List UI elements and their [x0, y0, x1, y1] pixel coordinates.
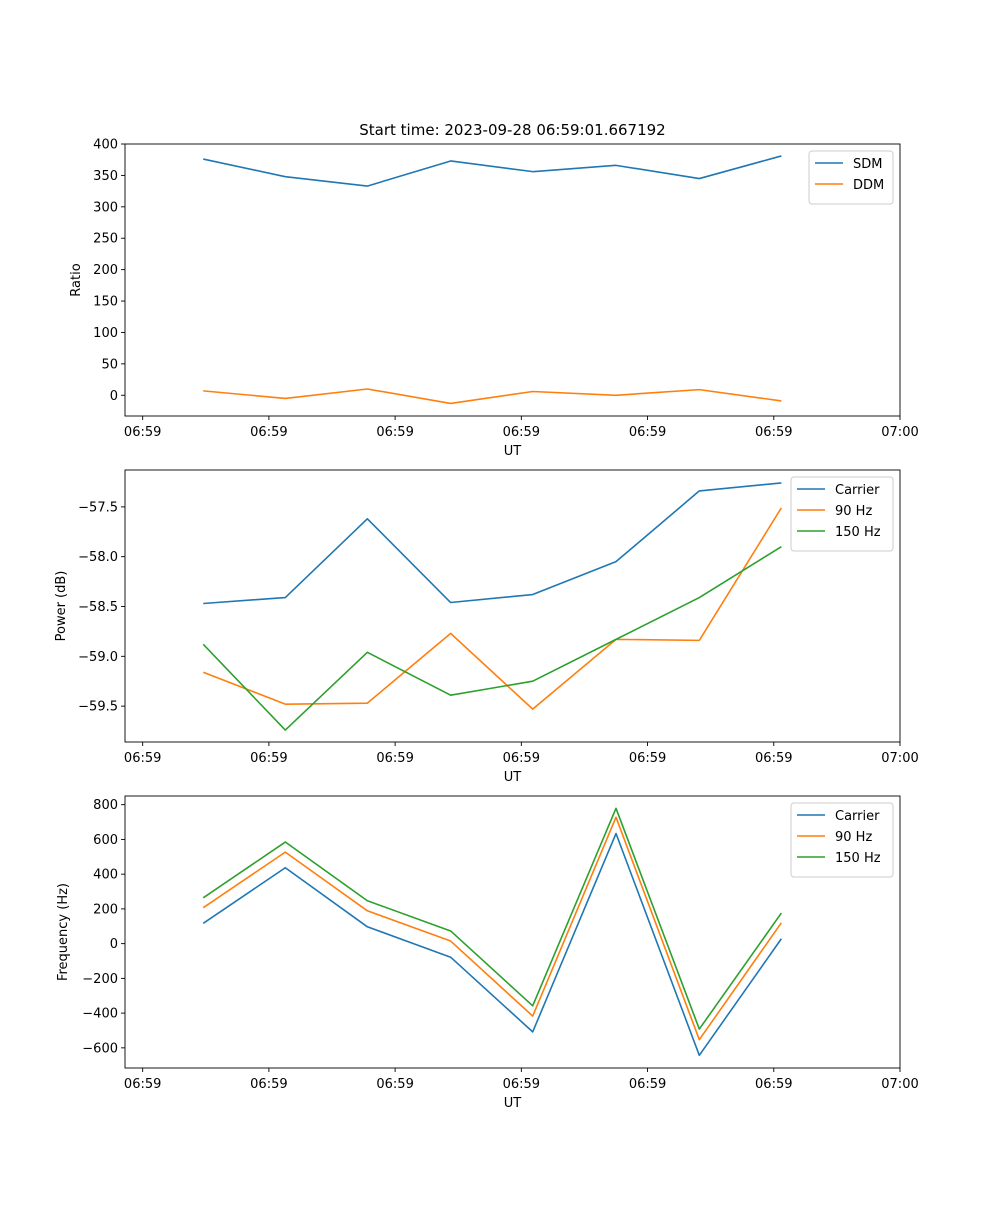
x-tick-label: 07:00 — [881, 425, 918, 440]
legend: Carrier 90 Hz 150 Hz — [790, 802, 894, 878]
x-tick-label: 06:59 — [376, 751, 413, 766]
chart-panel-3: 06:59 06:59 06:59 06:59 06:59 06:59 07:00 −600 −… — [56, 795, 919, 1111]
x-tick-label: 06:59 — [376, 1077, 413, 1092]
x-tick-label: 06:59 — [755, 1077, 792, 1092]
x-tick-label: 06:59 — [755, 751, 792, 766]
legend-label-carrier: Carrier — [835, 483, 880, 498]
legend-label-150-hz: 150 Hz — [835, 851, 881, 866]
y-axis-label: Frequency (Hz) — [56, 883, 71, 981]
x-tick-label: 07:00 — [881, 751, 918, 766]
legend: SDM DDM — [808, 150, 894, 205]
legend: Carrier 90 Hz 150 Hz — [790, 476, 894, 552]
x-tick-label: 06:59 — [250, 751, 287, 766]
x-axis-label: UT — [504, 1096, 522, 1111]
y-tick-label: −58.5 — [78, 600, 118, 615]
y-tick-label: −200 — [82, 972, 118, 987]
y-tick-label: 200 — [93, 902, 118, 917]
y-axis-label: Ratio — [69, 263, 84, 296]
y-tick-label: 0 — [110, 937, 118, 952]
x-tick-label: 06:59 — [124, 425, 161, 440]
y-tick-label: −59.0 — [78, 650, 118, 665]
y-tick-label: −600 — [82, 1041, 118, 1056]
x-axis-label: UT — [504, 444, 522, 459]
series-line-150-hz — [202, 807, 783, 1030]
series-line-carrier — [203, 482, 782, 605]
x-tick-label: 06:59 — [376, 425, 413, 440]
series-line-carrier — [202, 832, 783, 1057]
y-tick-label: −59.5 — [78, 700, 118, 715]
legend-label-90-hz: 90 Hz — [835, 830, 872, 845]
y-tick-label: −400 — [82, 1007, 118, 1022]
x-tick-label: 06:59 — [503, 425, 540, 440]
x-tick-label: 06:59 — [629, 751, 666, 766]
x-tick-label: 06:59 — [250, 425, 287, 440]
y-tick-label: 800 — [93, 798, 118, 813]
y-tick-label: 200 — [93, 263, 118, 278]
y-tick-label: −58.0 — [78, 550, 118, 565]
plot-frame — [124, 143, 901, 417]
plot-frame — [124, 795, 901, 1069]
x-tick-label: 06:59 — [503, 751, 540, 766]
x-tick-label: 06:59 — [629, 1077, 666, 1092]
legend-label-90-hz: 90 Hz — [835, 504, 872, 519]
y-tick-label: 400 — [93, 868, 118, 883]
legend-label-150-hz: 150 Hz — [835, 525, 881, 540]
legend-box — [808, 150, 894, 205]
y-tick-label: 400 — [93, 138, 118, 153]
legend-label-ddm: DDM — [853, 178, 884, 193]
x-tick-label: 06:59 — [250, 1077, 287, 1092]
x-tick-label: 06:59 — [124, 751, 161, 766]
legend-label-sdm: SDM — [853, 157, 882, 172]
chart-title: Start time: 2023-09-28 06:59:01.667192 — [359, 121, 665, 139]
y-tick-label: 250 — [93, 232, 118, 247]
series-line-150-hz — [202, 546, 782, 731]
x-tick-label: 06:59 — [124, 1077, 161, 1092]
y-axis-label: Power (dB) — [54, 571, 69, 642]
y-tick-label: 100 — [93, 326, 118, 341]
x-tick-label: 06:59 — [755, 425, 792, 440]
legend-box — [790, 476, 894, 552]
y-tick-label: −57.5 — [78, 500, 118, 515]
series-line-sdm — [203, 155, 782, 187]
legend-box — [790, 802, 894, 878]
x-tick-label: 06:59 — [503, 1077, 540, 1092]
series-line-90-hz — [202, 507, 783, 710]
x-tick-label: 06:59 — [629, 425, 666, 440]
y-tick-label: 300 — [93, 200, 118, 215]
x-axis-label: UT — [504, 770, 522, 785]
series-line-ddm — [203, 388, 782, 405]
series-line-90-hz — [202, 816, 783, 1041]
y-tick-label: 50 — [101, 357, 118, 372]
chart-panel-1: Start time: 2023-09-28 06:59:01.667192 06… — [69, 121, 919, 459]
y-tick-label: 150 — [93, 295, 118, 310]
y-tick-label: 0 — [110, 389, 118, 404]
y-tick-label: 600 — [93, 833, 118, 848]
legend-label-carrier: Carrier — [835, 809, 880, 824]
x-tick-label: 07:00 — [881, 1077, 918, 1092]
plot-frame — [124, 469, 901, 743]
chart-panel-2: 06:59 06:59 06:59 06:59 06:59 06:59 07:00 −59.5… — [54, 469, 919, 785]
y-tick-label: 350 — [93, 169, 118, 184]
